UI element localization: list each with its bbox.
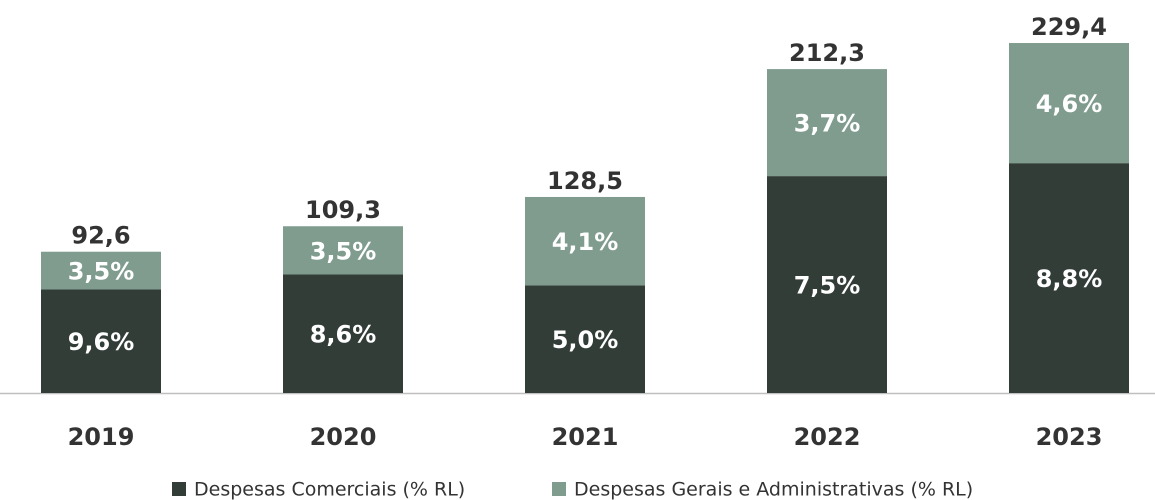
bar-segment <box>41 289 161 393</box>
bar-segment <box>767 176 887 393</box>
bar-segment <box>1009 163 1129 393</box>
bar-segment <box>1009 43 1129 164</box>
bar-segment <box>41 251 161 290</box>
total-label: 92,6 <box>71 222 130 250</box>
segment-label: 3,5% <box>68 258 135 286</box>
segment-label: 3,7% <box>794 110 861 138</box>
x-tick-label: 2023 <box>1036 423 1103 451</box>
x-tick-label: 2021 <box>552 423 619 451</box>
x-tick-label: 2019 <box>68 423 135 451</box>
total-label: 212,3 <box>789 39 865 67</box>
bar-segment <box>283 274 403 393</box>
segment-label: 4,6% <box>1036 90 1103 118</box>
total-label: 109,3 <box>305 196 381 224</box>
segment-label: 5,0% <box>552 326 619 354</box>
bar-segment <box>767 69 887 177</box>
bar-segment <box>525 196 645 286</box>
segment-label: 4,1% <box>552 228 619 256</box>
total-label: 229,4 <box>1031 13 1107 41</box>
segment-label: 3,5% <box>310 237 377 265</box>
total-label: 128,5 <box>547 167 623 195</box>
legend-label: Despesas Comerciais (% RL) <box>194 479 465 500</box>
bar-segment <box>283 226 403 275</box>
x-tick-label: 2020 <box>310 423 377 451</box>
segment-label: 8,6% <box>310 321 377 349</box>
legend-swatch <box>552 482 566 496</box>
legend-swatch <box>172 482 186 496</box>
bar-segment <box>525 285 645 393</box>
legend-label: Despesas Gerais e Administrativas (% RL) <box>574 479 973 500</box>
segment-label: 8,8% <box>1036 265 1103 293</box>
x-tick-label: 2022 <box>794 423 861 451</box>
segment-label: 7,5% <box>794 272 861 300</box>
segment-label: 9,6% <box>68 328 135 356</box>
